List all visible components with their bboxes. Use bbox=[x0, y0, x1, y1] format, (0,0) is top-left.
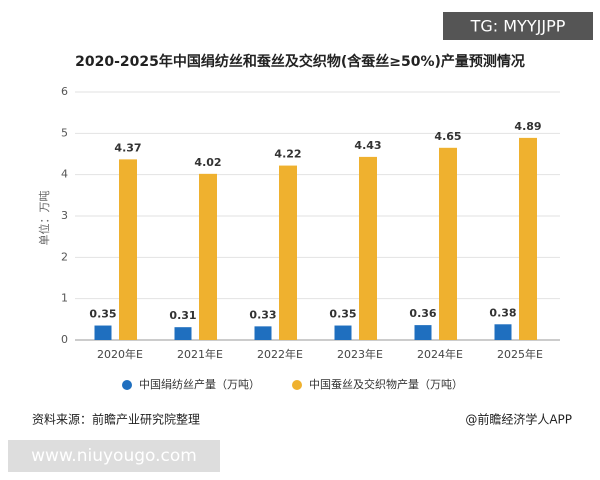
legend-label: 中国绢纺丝产量（万吨） bbox=[139, 377, 260, 391]
bar bbox=[334, 325, 352, 340]
url: www.niuyougo.com bbox=[31, 446, 197, 466]
bar bbox=[519, 137, 537, 340]
bar bbox=[359, 156, 377, 340]
value-label: 4.02 bbox=[194, 156, 221, 169]
bar bbox=[199, 173, 217, 340]
credit: @前瞻经济学人APP bbox=[465, 412, 572, 427]
y-axis-label: 单位：万吨 bbox=[37, 191, 51, 246]
bar bbox=[94, 325, 112, 340]
value-label: 0.31 bbox=[169, 309, 196, 322]
bar bbox=[494, 324, 512, 340]
value-label: 4.22 bbox=[274, 148, 301, 161]
y-tick-label: 4 bbox=[61, 168, 68, 181]
x-tick-label: 2020年E bbox=[97, 347, 143, 361]
x-tick-label: 2021年E bbox=[177, 347, 223, 361]
value-label: 4.89 bbox=[514, 120, 541, 133]
value-label: 0.38 bbox=[489, 306, 516, 319]
value-label: 4.43 bbox=[354, 139, 381, 152]
legend-marker bbox=[292, 380, 302, 390]
legend-label: 中国蚕丝及交织物产量（万吨） bbox=[309, 377, 463, 391]
legend-marker bbox=[122, 380, 132, 390]
bar bbox=[439, 147, 457, 340]
source: 资料来源：前瞻产业研究院整理 bbox=[32, 412, 200, 427]
value-label: 0.35 bbox=[89, 308, 116, 321]
x-tick-label: 2023年E bbox=[337, 347, 383, 361]
value-label: 0.33 bbox=[249, 308, 276, 321]
y-tick-label: 2 bbox=[61, 250, 68, 263]
badge: TG: MYYJJPP bbox=[470, 17, 566, 36]
badge-box bbox=[443, 12, 593, 40]
bar bbox=[254, 326, 272, 340]
bar bbox=[414, 325, 432, 340]
chart-title: 2020-2025年中国绢纺丝和蚕丝及交织物(含蚕丝≥50%)产量预测情况 bbox=[75, 53, 525, 70]
y-tick-label: 3 bbox=[61, 209, 68, 222]
value-label: 0.35 bbox=[329, 308, 356, 321]
url-box bbox=[8, 440, 220, 472]
y-tick-label: 6 bbox=[61, 85, 68, 98]
x-tick-label: 2022年E bbox=[257, 347, 303, 361]
y-tick-label: 5 bbox=[61, 126, 68, 139]
value-label: 4.37 bbox=[114, 141, 141, 154]
value-label: 0.36 bbox=[409, 307, 436, 320]
x-tick-label: 2025年E bbox=[497, 347, 543, 361]
x-tick-label: 2024年E bbox=[417, 347, 463, 361]
bar bbox=[174, 327, 192, 340]
y-tick-label: 1 bbox=[61, 292, 68, 305]
value-label: 4.65 bbox=[434, 130, 461, 143]
y-tick-label: 0 bbox=[61, 333, 68, 346]
bar bbox=[119, 159, 137, 340]
bar bbox=[279, 165, 297, 340]
